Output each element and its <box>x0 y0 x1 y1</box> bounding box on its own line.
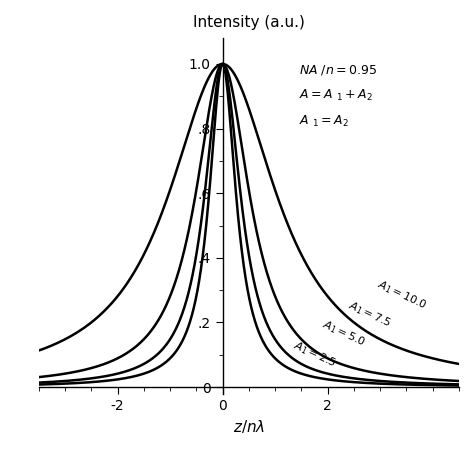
Text: $NA\ /n = 0.95$
$A = A\ _1+A_2$
$A\ _1=A_2$: $NA\ /n = 0.95$ $A = A\ _1+A_2$ $A\ _1=A… <box>299 63 377 129</box>
Text: $A_1=7.5$: $A_1=7.5$ <box>346 299 393 330</box>
Title: Intensity (a.u.): Intensity (a.u.) <box>193 15 305 30</box>
Text: $A_1= 5.0$: $A_1= 5.0$ <box>320 318 367 350</box>
Text: $A_1=10.0$: $A_1=10.0$ <box>375 278 429 312</box>
X-axis label: $z/n\lambda$: $z/n\lambda$ <box>233 419 265 436</box>
Text: $A_1=2.5$: $A_1=2.5$ <box>291 339 338 371</box>
